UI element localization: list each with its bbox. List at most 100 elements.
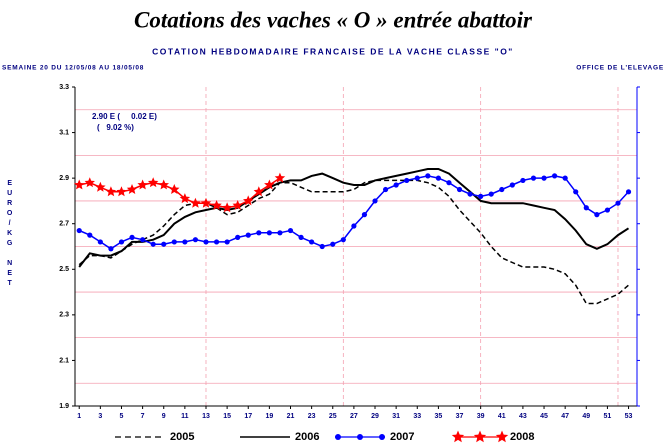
- marker: [126, 184, 138, 194]
- marker: [615, 200, 621, 206]
- x-tick-label: 31: [392, 413, 400, 420]
- marker: [235, 234, 241, 240]
- marker: [171, 239, 177, 245]
- marker: [84, 177, 95, 188]
- source: OFFICE DE L'ELEVAGE: [576, 65, 664, 72]
- marker: [108, 246, 114, 252]
- marker: [382, 186, 389, 193]
- y-axis-label: EURO/KG NET: [6, 180, 13, 290]
- marker: [140, 237, 146, 243]
- legend-marker: [357, 434, 363, 440]
- marker: [330, 241, 336, 247]
- marker: [552, 173, 558, 179]
- y-tick-label: 2.3: [59, 312, 69, 319]
- marker: [393, 182, 399, 188]
- marker: [541, 175, 547, 181]
- marker: [200, 197, 212, 208]
- marker: [137, 179, 148, 190]
- marker: [583, 205, 589, 211]
- marker: [456, 186, 463, 193]
- marker: [594, 212, 600, 218]
- legend-label: 2008: [510, 431, 534, 443]
- marker: [435, 175, 441, 181]
- marker: [211, 200, 222, 210]
- x-tick-label: 15: [223, 413, 231, 420]
- marker: [147, 177, 159, 188]
- marker: [105, 186, 117, 197]
- marker: [213, 239, 220, 245]
- marker: [192, 237, 199, 243]
- x-tick-label: 49: [582, 413, 590, 420]
- x-tick-label: 17: [244, 413, 252, 420]
- x-tick-label: 41: [498, 413, 506, 420]
- marker: [530, 175, 537, 181]
- marker: [116, 186, 127, 197]
- marker: [446, 180, 452, 186]
- x-tick-label: 39: [477, 413, 485, 420]
- marker: [264, 179, 275, 190]
- marker: [95, 181, 106, 192]
- marker: [404, 177, 410, 184]
- y-tick-label: 3.1: [59, 129, 69, 136]
- marker: [224, 239, 230, 245]
- marker: [351, 223, 357, 229]
- legend-label: 2005: [170, 431, 194, 443]
- marker: [169, 184, 180, 194]
- x-tick-label: 29: [371, 413, 379, 420]
- marker: [253, 186, 264, 197]
- x-tick-label: 21: [287, 413, 295, 420]
- marker: [573, 189, 579, 195]
- marker: [74, 179, 85, 190]
- marker: [179, 193, 191, 204]
- marker: [425, 173, 431, 179]
- x-tick-label: 7: [141, 413, 145, 420]
- series-line: [78, 168, 630, 268]
- marker: [97, 239, 103, 245]
- x-tick-label: 35: [435, 413, 443, 420]
- x-tick-label: 5: [120, 413, 124, 420]
- x-tick-label: 9: [162, 413, 166, 420]
- x-tick-label: 47: [561, 413, 569, 420]
- marker: [203, 239, 209, 245]
- legend-marker: [451, 430, 465, 443]
- marker: [118, 239, 125, 245]
- marker: [150, 241, 156, 247]
- marker: [256, 230, 262, 236]
- y-tick-label: 2.7: [59, 221, 69, 228]
- x-tick-label: 19: [265, 413, 273, 420]
- marker: [221, 202, 233, 213]
- legend-label: 2007: [390, 431, 414, 443]
- legend-marker: [335, 434, 341, 440]
- marker: [245, 232, 251, 238]
- x-tick-label: 37: [456, 413, 464, 420]
- marker: [277, 230, 283, 236]
- x-tick-label: 1: [77, 413, 81, 420]
- y-tick-label: 2.9: [59, 175, 69, 182]
- marker: [478, 193, 484, 199]
- y-tick-label: 2.1: [59, 357, 69, 364]
- legend-marker: [473, 430, 487, 443]
- x-tick-label: 51: [604, 413, 612, 420]
- marker: [76, 227, 82, 234]
- y-tick-label: 2.5: [59, 266, 69, 273]
- x-tick-label: 3: [98, 413, 102, 420]
- x-tick-label: 11: [181, 413, 189, 420]
- x-tick-label: 45: [540, 413, 548, 420]
- x-tick-label: 27: [350, 413, 358, 420]
- marker: [274, 172, 286, 183]
- x-tick-label: 33: [413, 413, 421, 420]
- marker: [161, 241, 167, 247]
- marker: [372, 198, 378, 204]
- marker: [467, 191, 473, 197]
- marker: [319, 243, 325, 250]
- marker: [182, 239, 188, 245]
- marker: [190, 197, 201, 208]
- legend-label: 2006: [295, 431, 319, 443]
- marker: [266, 230, 272, 236]
- x-tick-label: 43: [519, 413, 527, 420]
- marker: [625, 189, 632, 195]
- marker: [520, 177, 526, 184]
- marker: [232, 200, 243, 210]
- x-tick-label: 13: [202, 413, 210, 420]
